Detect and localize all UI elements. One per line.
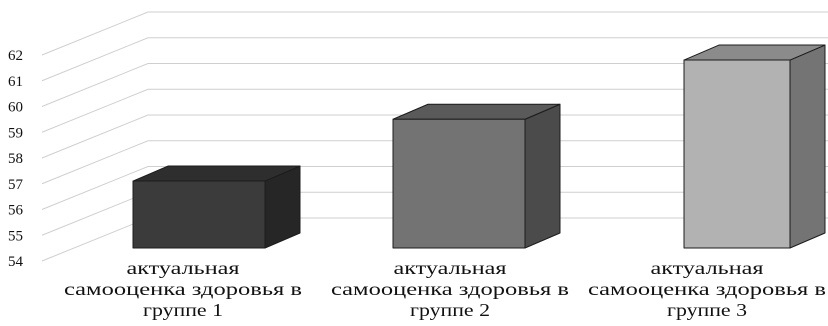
category-label-line: самооценка здоровья в [331,279,569,299]
bars [132,44,826,249]
y-tick-label: 54 [8,254,24,270]
gridline [41,37,828,82]
y-axis-tick-labels: 54 55 56 57 58 59 60 61 62 [8,48,24,270]
bar-front-face [392,118,526,249]
bar-front-face [683,59,791,249]
y-tick-label: 61 [8,74,23,90]
category-label-line: группе 3 [667,300,747,320]
gridline [41,140,828,185]
gridlines [41,11,828,262]
bar-side-face [524,103,561,249]
y-tick-label: 55 [8,228,23,244]
gridline [41,63,828,107]
category-label-line: группе 2 [410,300,490,320]
bar-2 [392,103,561,249]
y-tick-label: 62 [8,48,23,64]
bar-side-face [789,44,826,249]
category-label-line: группе 1 [143,300,223,320]
y-tick-label: 59 [8,125,23,141]
category-label-line: актуальная [394,258,507,278]
y-tick-label: 58 [8,151,23,167]
gridline [41,11,828,56]
y-tick-label: 57 [8,177,24,193]
gridline [41,166,828,210]
category-label-line: актуальная [127,258,240,278]
x-category-label: актуальная самооценка здоровья в группе 2 [331,258,569,320]
category-label-line: самооценка здоровья в [588,279,826,299]
x-category-label: актуальная самооценка здоровья в группе 1 [64,258,302,320]
gridline [41,88,828,133]
bar-front-face [132,180,266,249]
gridline [41,114,828,159]
x-category-label: актуальная самооценка здоровья в группе 3 [588,258,826,320]
x-axis-category-labels: актуальная самооценка здоровья в группе 1а… [64,258,826,320]
category-label-line: самооценка здоровья в [64,279,302,299]
bar-3 [683,44,826,249]
y-tick-label: 56 [8,203,24,219]
y-tick-label: 60 [8,100,23,116]
bar-1 [132,165,301,249]
category-label-line: актуальная [651,258,764,278]
